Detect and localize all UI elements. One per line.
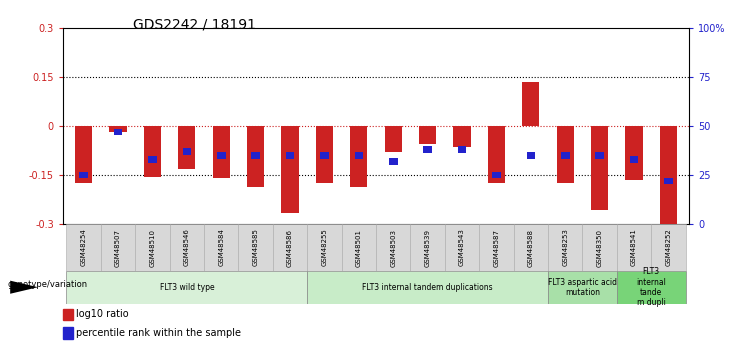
Text: GSM48543: GSM48543	[459, 229, 465, 266]
Text: GSM48539: GSM48539	[425, 228, 431, 267]
Bar	[144, 126, 161, 177]
Text: GSM48510: GSM48510	[150, 228, 156, 267]
Text: GSM48586: GSM48586	[287, 228, 293, 267]
Bar	[522, 82, 539, 126]
Text: GSM48546: GSM48546	[184, 229, 190, 266]
Bar	[247, 126, 265, 187]
Bar	[479, 224, 514, 271]
Text: GSM48585: GSM48585	[253, 229, 259, 266]
Bar	[204, 224, 239, 271]
Bar	[316, 126, 333, 183]
Bar	[217, 152, 225, 159]
Bar	[582, 224, 617, 271]
Text: FLT3 internal tandem duplications: FLT3 internal tandem duplications	[362, 283, 493, 292]
Bar	[101, 224, 136, 271]
Bar	[664, 178, 673, 184]
Bar	[63, 327, 73, 339]
Bar	[354, 152, 363, 159]
Bar	[182, 148, 191, 155]
Bar	[625, 126, 642, 180]
Bar	[492, 172, 501, 178]
Text: FLT3
internal
tande
m dupli: FLT3 internal tande m dupli	[637, 267, 666, 307]
Text: GSM48501: GSM48501	[356, 228, 362, 267]
Bar	[213, 126, 230, 178]
Bar	[110, 126, 127, 132]
Text: GSM48507: GSM48507	[115, 228, 121, 267]
Bar	[591, 126, 608, 209]
Text: GSM48584: GSM48584	[219, 229, 225, 266]
Bar	[651, 224, 685, 271]
Bar	[488, 126, 505, 183]
Bar	[350, 126, 368, 187]
Text: percentile rank within the sample: percentile rank within the sample	[76, 328, 242, 338]
Bar	[527, 152, 535, 159]
Text: GSM48253: GSM48253	[562, 229, 568, 266]
Text: GSM48588: GSM48588	[528, 228, 534, 267]
Bar	[595, 152, 604, 159]
Text: GSM48587: GSM48587	[494, 228, 499, 267]
Text: GSM48541: GSM48541	[631, 229, 637, 266]
Bar	[660, 126, 677, 226]
Bar	[179, 126, 196, 169]
Bar	[273, 224, 308, 271]
Bar	[458, 146, 466, 153]
Text: log10 ratio: log10 ratio	[76, 309, 129, 319]
Bar	[308, 271, 548, 304]
Bar	[308, 224, 342, 271]
Bar	[251, 152, 260, 159]
Bar	[617, 271, 685, 304]
Bar	[389, 158, 398, 165]
Text: FLT3 wild type: FLT3 wild type	[159, 283, 214, 292]
Bar	[561, 152, 570, 159]
Bar	[453, 126, 471, 147]
Text: GSM48503: GSM48503	[391, 228, 396, 267]
Bar	[79, 172, 88, 178]
Bar	[135, 224, 170, 271]
Bar	[630, 156, 639, 162]
Bar	[75, 126, 92, 183]
Bar	[423, 146, 432, 153]
Bar	[113, 129, 122, 135]
Bar	[170, 224, 204, 271]
Bar	[67, 271, 308, 304]
Bar	[282, 126, 299, 213]
Text: FLT3 aspartic acid
mutation: FLT3 aspartic acid mutation	[548, 277, 617, 297]
Text: GDS2242 / 18191: GDS2242 / 18191	[133, 17, 256, 31]
Bar	[617, 224, 651, 271]
Bar	[320, 152, 329, 159]
Bar	[342, 224, 376, 271]
Bar	[419, 126, 436, 144]
Bar	[445, 224, 479, 271]
Bar	[286, 152, 294, 159]
Bar	[548, 224, 582, 271]
Bar	[385, 126, 402, 152]
Bar	[411, 224, 445, 271]
Bar	[239, 224, 273, 271]
Bar	[548, 271, 617, 304]
Bar	[63, 308, 73, 320]
Text: GSM48255: GSM48255	[322, 229, 328, 266]
Bar	[556, 126, 574, 183]
Text: GSM48254: GSM48254	[81, 229, 87, 266]
Bar	[67, 224, 101, 271]
Text: genotype/variation: genotype/variation	[7, 280, 87, 289]
Text: GSM48350: GSM48350	[597, 228, 602, 267]
Bar	[376, 224, 411, 271]
Bar	[148, 156, 157, 162]
Text: GSM48252: GSM48252	[665, 229, 671, 266]
Bar	[514, 224, 548, 271]
Polygon shape	[10, 281, 38, 294]
